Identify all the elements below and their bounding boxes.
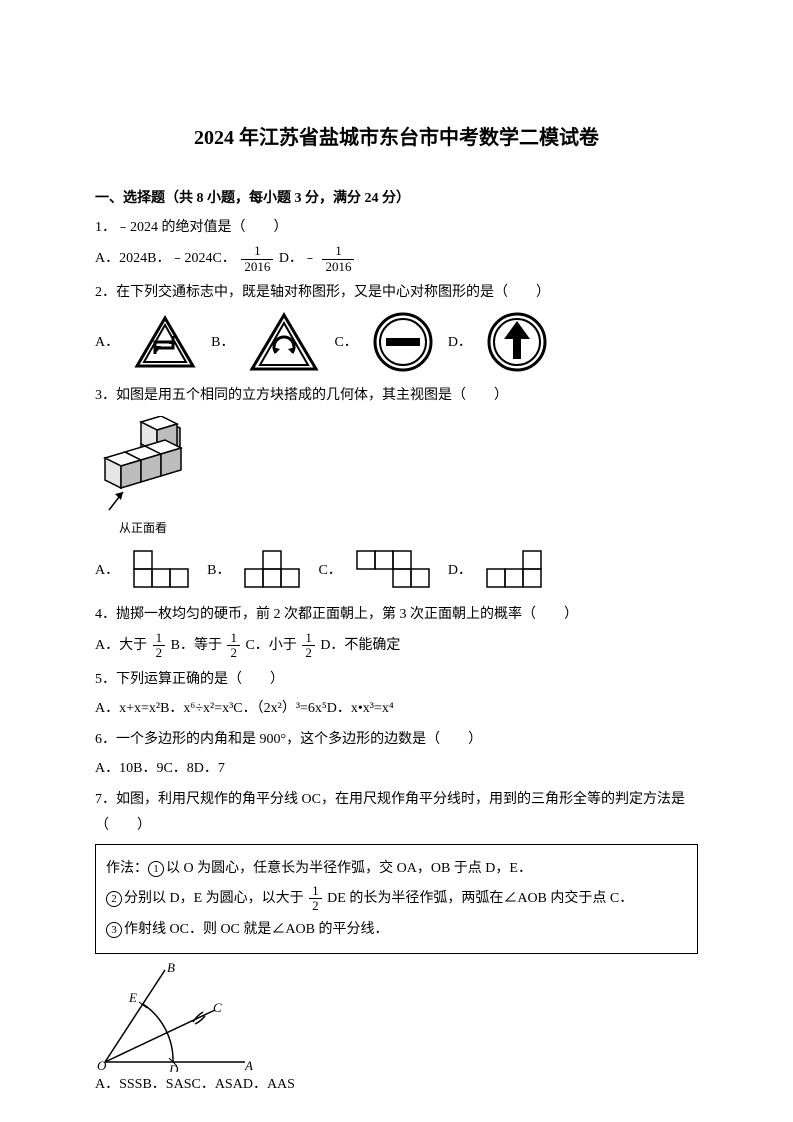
traffic-sign-c-icon: [372, 311, 434, 373]
q7-step3: 3作射线 OC．则 OC 就是∠AOB 的平分线．: [106, 917, 687, 942]
q4-fracC: 12: [302, 631, 315, 661]
circled-3-icon: 3: [106, 922, 122, 938]
circled-1-icon: 1: [148, 861, 164, 877]
q1-optC: C．: [212, 251, 235, 266]
q3-D-label: D．: [448, 558, 472, 583]
q1-stem: 1．﹣2024 的绝对值是（ ）: [95, 215, 698, 240]
q7-figure: O A B C D E: [95, 962, 698, 1072]
q2-options-row: A． B． C． D．: [95, 311, 698, 373]
page-title: 2024 年江苏省盐城市东台市中考数学二模试卷: [95, 120, 698, 156]
q3-options-row: A． B． C． D．: [95, 550, 698, 592]
q4-stem: 4．抛掷一枚均匀的硬币，前 2 次都正面朝上，第 3 次正面朝上的概率（ ）: [95, 602, 698, 627]
q1-options: A．2024B．﹣2024C． 12016 D．﹣ 12016: [95, 244, 698, 274]
q7-frac: 12: [309, 884, 322, 914]
q7-step2: 2分别以 D，E 为圆心，以大于 12 DE 的长为半径作弧，两弧在∠AOB 内…: [106, 884, 687, 914]
q7-options: A．SSSB．SASC．ASAD．AAS: [95, 1072, 698, 1097]
q7-stem: 7．如图，利用尺规作的角平分线 OC，在用尺规作角平分线时，用到的三角形全等的判…: [95, 787, 698, 837]
traffic-sign-b-icon: [248, 311, 320, 373]
q2-D-label: D．: [448, 330, 472, 355]
q6-options: A．10B．9C．8D．7: [95, 756, 698, 781]
q2-C-label: C．: [334, 330, 357, 355]
q4-options: A．大于 12 B．等于 12 C．小于 12 D．不能确定: [95, 631, 698, 661]
angle-bisector-icon: O A B C D E: [95, 962, 255, 1072]
q4-fracA: 12: [153, 631, 166, 661]
q4-optA: A．大于: [95, 638, 147, 653]
q1-optA: A．2024: [95, 251, 147, 266]
section-header: 一、选择题（共 8 小题，每小题 3 分，满分 24 分）: [95, 186, 698, 211]
q4-fracB: 12: [227, 631, 240, 661]
q4-optC: C．小于: [245, 638, 296, 653]
q2-stem: 2．在下列交通标志中，既是轴对称图形，又是中心对称图形的是（ ）: [95, 280, 698, 305]
front-view-b-icon: [244, 550, 304, 592]
traffic-sign-a-icon: [133, 314, 197, 370]
label-C: C: [213, 1000, 222, 1015]
q2-B-label: B．: [211, 330, 234, 355]
q3-C-label: C．: [318, 558, 341, 583]
q7-step1: 作法：1以 O 为圆心，任意长为半径作弧，交 OA，OB 于点 D，E．: [106, 856, 687, 881]
q1-fracD: 12016: [322, 244, 354, 274]
front-view-d-icon: [486, 550, 546, 592]
label-E: E: [128, 990, 137, 1005]
q6-stem: 6．一个多边形的内角和是 900°，这个多边形的边数是（ ）: [95, 727, 698, 752]
front-view-a-icon: [133, 550, 193, 592]
q3-view-label: 从正面看: [119, 518, 698, 540]
q7-construction-box: 作法：1以 O 为圆心，任意长为半径作弧，交 OA，OB 于点 D，E． 2分别…: [95, 844, 698, 954]
q3-figure: [95, 416, 698, 516]
label-D: D: [168, 1062, 179, 1072]
label-B: B: [167, 962, 175, 975]
q5-options: A．x+x=x²B．x⁶÷x²=x³C．（2x²）³=6x⁵D．x•x³=x⁴: [95, 696, 698, 721]
cubes-icon: [95, 416, 205, 516]
q1-optB: B．﹣2024: [147, 251, 212, 266]
q4-optD: D．不能确定: [320, 638, 400, 653]
q2-A-label: A．: [95, 330, 119, 355]
q1-optD: D．﹣: [279, 251, 317, 266]
q3-stem: 3．如图是用五个相同的立方块搭成的几何体，其主视图是（ ）: [95, 383, 698, 408]
front-view-c-icon: [356, 550, 434, 592]
q5-stem: 5．下列运算正确的是（ ）: [95, 667, 698, 692]
label-O: O: [97, 1058, 107, 1072]
q3-B-label: B．: [207, 558, 230, 583]
q3-A-label: A．: [95, 558, 119, 583]
label-A: A: [244, 1058, 253, 1072]
traffic-sign-d-icon: [486, 311, 548, 373]
q4-optB: B．等于: [171, 638, 222, 653]
circled-2-icon: 2: [106, 891, 122, 907]
q1-fracC: 12016: [241, 244, 273, 274]
